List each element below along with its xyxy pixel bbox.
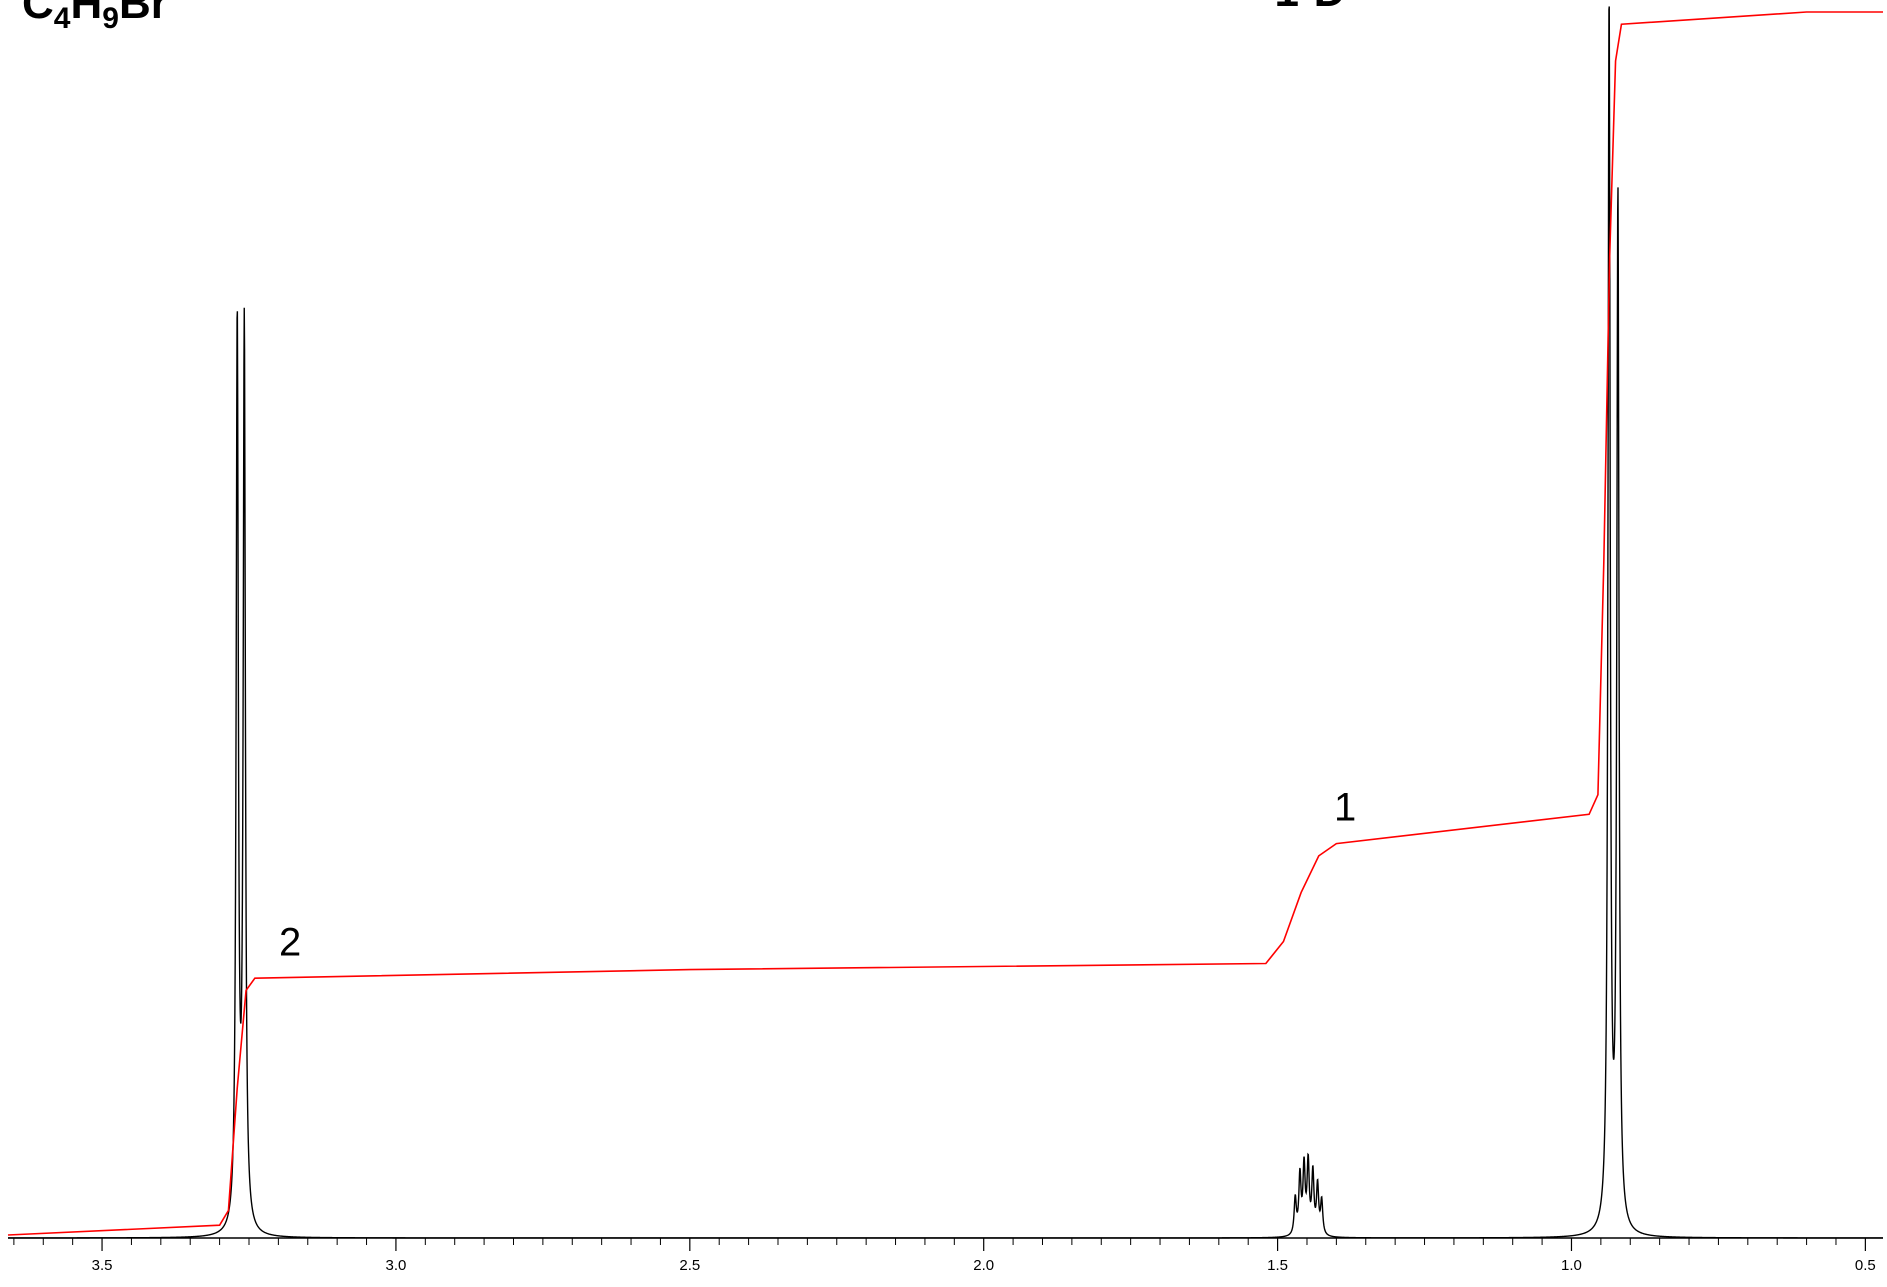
x-tick-label: 0.5 (1855, 1257, 1876, 1274)
method-label: 1-D (1275, 0, 1346, 16)
formula-element-br: Br (118, 0, 168, 28)
x-tick-label: 1.0 (1561, 1257, 1582, 1274)
formula-subscript-4: 4 (53, 2, 71, 35)
spectrum-line (8, 6, 1883, 1239)
formula-element-h: H (70, 0, 103, 28)
x-axis: 3.5 3.0 2.5 2.0 1.5 1.0 0.5 (8, 1237, 1883, 1274)
formula-subscript-9: 9 (102, 2, 119, 35)
x-tick-label: 2.0 (973, 1257, 994, 1274)
x-tick-label: 3.0 (386, 1257, 407, 1274)
integral-label-1: 1 (1334, 786, 1356, 830)
x-tick-label: 3.5 (92, 1257, 113, 1274)
integral-labels: 2 1 3 (279, 0, 1706, 964)
integral-label-3: 3 (1684, 0, 1706, 6)
formula-element-c: C (22, 0, 54, 28)
integral-line (7, 11, 1883, 1236)
integral-label-2: 2 (279, 920, 301, 964)
spectrum-trace-group (8, 6, 1883, 1239)
x-tick-label: 1.5 (1267, 1257, 1288, 1274)
integral-curve-group (7, 11, 1883, 1236)
x-tick-label: 2.5 (679, 1257, 700, 1274)
molecular-formula: C4H9Br (22, 0, 168, 34)
